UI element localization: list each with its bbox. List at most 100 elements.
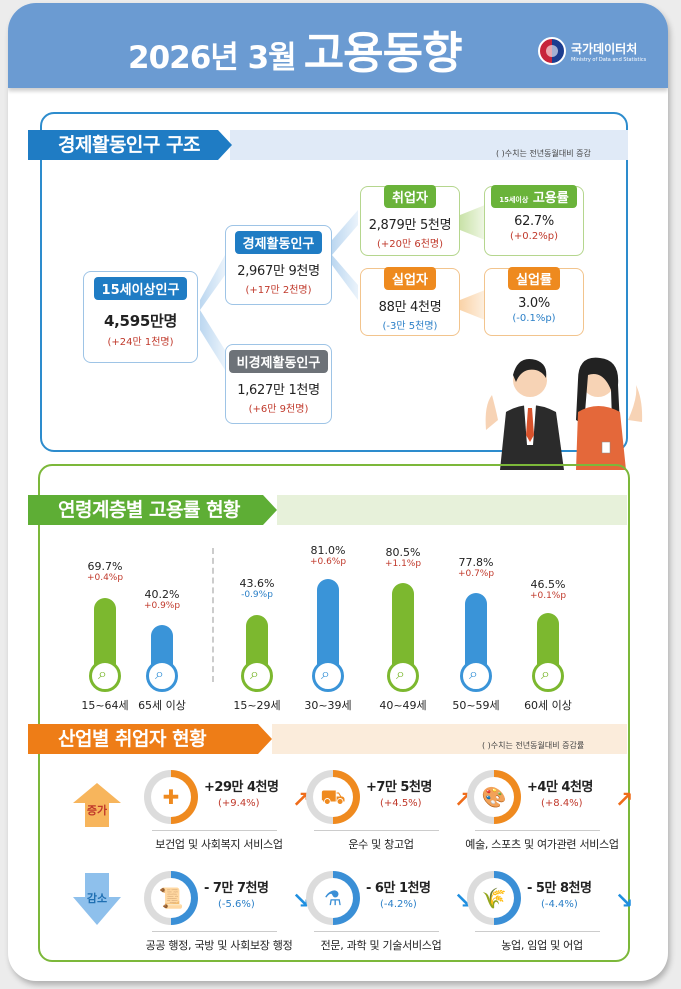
bar-65plus: 40.2% +0.9%p 65세 이상	[132, 588, 192, 712]
employed-change: (+20만 6천명)	[376, 239, 444, 250]
trend-up-arrow-icon: ↗	[292, 788, 311, 813]
industry-pct: (+9.4%)	[218, 798, 260, 809]
unemp-rate-card: 실업률 3.0% (-0.1%p)	[484, 267, 584, 336]
divider-line	[152, 931, 277, 932]
bar-label: 15~29세	[233, 699, 281, 712]
section3-note: ( )수치는 전년동월대비 증감률	[482, 741, 585, 750]
page-title: 2026년 3월 고용동향	[128, 17, 463, 81]
bar-15-29: 43.6% -0.9%p 15~29세	[227, 577, 287, 712]
industry-increase-2: ⛟ +7만 5천명 (+4.5%) ↗ 운수 및 창고업	[306, 770, 481, 855]
section3-title: 산업별 취업자 현황	[28, 724, 272, 754]
bar-pct: 81.0%	[310, 544, 346, 557]
section-age-industry-box	[38, 464, 630, 962]
bar-label: 65세 이상	[138, 699, 186, 712]
unemp-rate-label: 실업률	[508, 267, 560, 290]
industry-increase-1: ✚ +29만 4천명 (+9.4%) ↗ 보건업 및 사회복지 서비스업	[144, 770, 319, 855]
bar-pct: 46.5%	[530, 578, 566, 591]
emp-rate-value: 62.7%	[514, 214, 554, 229]
progress-ring: 🌾	[467, 871, 521, 925]
section3-band	[272, 724, 627, 754]
decrease-arrow-icon	[73, 873, 121, 925]
bar-label: 50~59세	[452, 699, 500, 712]
bar-change: +0.7%p	[457, 569, 495, 579]
unemp-rate-value: 3.0%	[518, 296, 550, 311]
trend-down-arrow-icon: ↘	[615, 889, 634, 914]
scroll-icon: 📜	[158, 886, 184, 910]
document-search-icon	[312, 660, 344, 692]
employed-card: 취업자 2,879만 5천명 (+20만 6천명)	[360, 185, 460, 256]
bar-fill	[392, 583, 414, 678]
industry-name: 예술, 스포츠 및 여가관련 서비스업	[465, 838, 619, 851]
agency-logo: 국가데이터처 Ministry of Data and Statistics	[538, 37, 646, 65]
document-search-icon	[241, 660, 273, 692]
non-econ-active-change: (+6만 9천명)	[248, 404, 309, 415]
industry-value: - 7만 7천명	[204, 881, 269, 896]
econ-active-card: 경제활동인구 2,967만 9천명 (+17만 2천명)	[225, 225, 332, 305]
employed-value: 2,879만 5천명	[368, 218, 452, 233]
section1-band	[230, 130, 628, 160]
bar-change: +1.1%p	[384, 559, 422, 569]
industry-name: 보건업 및 사회복지 서비스업	[155, 838, 283, 851]
bar-50-59: 77.8% +0.7%p 50~59세	[446, 556, 506, 712]
taegeuk-emblem-icon	[538, 37, 566, 65]
employed-label: 취업자	[384, 185, 436, 208]
emp-rate-change: (+0.2%p)	[510, 231, 558, 242]
bar-change: +0.4%p	[86, 573, 124, 583]
bar-fill	[465, 593, 487, 678]
industry-pct: (-4.4%)	[541, 899, 578, 910]
bar-15-64: 69.7% +0.4%p 15~64세	[75, 560, 135, 712]
progress-ring: 🎨	[467, 770, 521, 824]
non-econ-active-value: 1,627만 1천명	[237, 383, 320, 398]
industry-name: 전문, 과학 및 기술서비스업	[320, 939, 442, 952]
increase-arrow-icon	[73, 783, 121, 827]
progress-ring: 📜	[144, 871, 198, 925]
medical-kit-icon: ✚	[162, 785, 180, 809]
emp-rate-label-small: 15세이상	[499, 196, 529, 204]
industry-name: 운수 및 창고업	[348, 838, 414, 851]
industry-name: 공공 행정, 국방 및 사회보장 행정	[145, 939, 293, 952]
econ-active-change: (+17만 2천명)	[245, 285, 312, 296]
bar-change: +0.6%p	[309, 557, 347, 567]
bar-60plus: 46.5% +0.1%p 60세 이상	[518, 578, 578, 712]
emp-rate-label: 고용률	[532, 191, 569, 206]
emp-rate-card: 15세이상 고용률 62.7% (+0.2%p)	[484, 185, 584, 256]
industry-value: +29만 4천명	[204, 780, 279, 795]
industry-decrease-2: ⚗ - 6만 1천명 (-4.2%) ↘ 전문, 과학 및 기술서비스업	[306, 871, 481, 956]
industry-value: +4만 4천명	[527, 780, 593, 795]
divider-line	[314, 830, 439, 831]
pop15-label: 15세이상인구	[93, 277, 188, 300]
unemployed-label: 실업자	[384, 267, 436, 290]
bar-pct: 40.2%	[144, 588, 180, 601]
title-main: 고용동향	[303, 28, 463, 79]
mascot-people-illustration	[485, 357, 643, 470]
bar-label: 40~49세	[379, 699, 427, 712]
header-banner: 2026년 3월 고용동향 국가데이터처 Ministry of Data and…	[8, 3, 668, 88]
document-search-icon	[146, 660, 178, 692]
industry-decrease-1: 📜 - 7만 7천명 (-5.6%) ↘ 공공 행정, 국방 및 사회보장 행정	[144, 871, 319, 956]
section1-note: ( )수치는 전년동월대비 증감	[496, 149, 591, 158]
section1-title: 경제활동인구 구조	[28, 130, 232, 160]
industry-name: 농업, 임업 및 어업	[501, 939, 583, 952]
section2-band	[277, 495, 627, 525]
econ-active-value: 2,967만 9천명	[237, 264, 320, 279]
bar-pct: 80.5%	[385, 546, 421, 559]
industry-value: - 6만 1천명	[366, 881, 431, 896]
bar-fill	[94, 598, 116, 678]
industry-value: - 5만 8천명	[527, 881, 592, 896]
industry-pct: (+4.5%)	[380, 798, 422, 809]
truck-icon: ⛟	[320, 785, 346, 809]
document-search-icon	[89, 660, 121, 692]
document-search-icon	[460, 660, 492, 692]
industry-pct: (-4.2%)	[380, 899, 417, 910]
industry-pct: (-5.6%)	[218, 899, 255, 910]
bar-40-49: 80.5% +1.1%p 40~49세	[373, 546, 433, 712]
bar-change: -0.9%p	[241, 590, 273, 600]
divider-line	[475, 830, 600, 831]
progress-ring: ⛟	[306, 770, 360, 824]
bar-fill	[317, 579, 339, 679]
age-group-divider	[212, 548, 214, 682]
bar-pct: 77.8%	[458, 556, 494, 569]
divider-line	[152, 830, 277, 831]
unemployed-change: (-3만 5천명)	[382, 321, 438, 332]
progress-ring: ⚗	[306, 871, 360, 925]
